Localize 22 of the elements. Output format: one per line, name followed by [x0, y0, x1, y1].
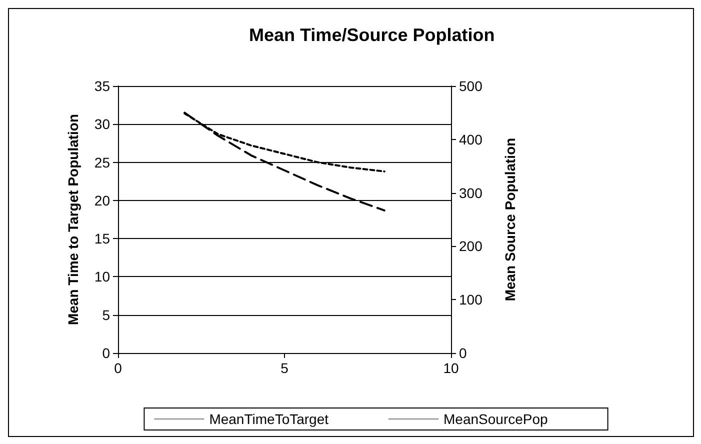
- y-axis-title: Mean Time to Target Population: [65, 114, 81, 326]
- chart-title: Mean Time/Source Poplation: [249, 25, 495, 45]
- y2-tick-label: 300: [459, 184, 483, 201]
- x-tick-label: 5: [280, 360, 289, 376]
- y2-tick-label: 100: [459, 292, 483, 308]
- y-tick-label: 5: [102, 306, 110, 323]
- x-tick-label: 0: [114, 360, 122, 376]
- y-tick-label: 0: [102, 345, 110, 361]
- x-tick-label: 10: [443, 360, 459, 376]
- y-tick-label: 10: [94, 268, 110, 285]
- y2-tick-label: 500: [459, 78, 483, 94]
- y2-tick-label: 200: [459, 238, 483, 254]
- y2-axis-title: Mean Source Population: [502, 138, 518, 302]
- legend-label: MeanTimeToTarget: [209, 411, 329, 427]
- legend-label: MeanSourcePop: [444, 411, 548, 427]
- y-tick-label: 35: [94, 78, 110, 94]
- y2-tick-label: 0: [459, 345, 467, 361]
- y-tick-label: 15: [94, 230, 110, 247]
- y-tick-label: 20: [94, 192, 110, 208]
- y-tick-label: 30: [94, 116, 110, 132]
- y-tick-label: 25: [94, 154, 110, 170]
- y2-tick-label: 400: [459, 131, 483, 148]
